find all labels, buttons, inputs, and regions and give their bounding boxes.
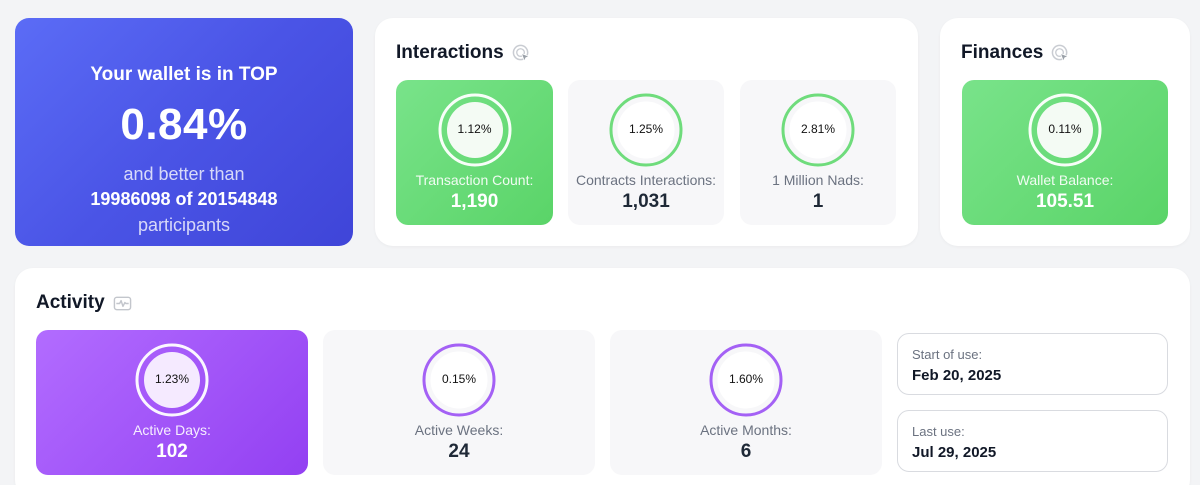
percentile-ring <box>438 93 511 167</box>
interactions-title: Interactions <box>396 42 531 64</box>
start-of-use-label: Start of use: <box>912 347 983 362</box>
percentile-ring <box>709 343 783 417</box>
ring-inner <box>446 102 503 158</box>
ring-inner <box>717 351 775 409</box>
rank-percent: 0.84% <box>120 100 248 149</box>
ring-inner <box>144 352 200 408</box>
ring-outer <box>609 93 683 167</box>
stat-tile: 1.25% Contracts Interactions: 1,031 <box>568 80 724 225</box>
activity-title-text: Activity <box>36 292 105 313</box>
ring-inner <box>617 101 675 159</box>
stat-label: Contracts Interactions: <box>575 172 717 188</box>
stat-tile: 0.15% Active Weeks: 24 <box>323 330 595 475</box>
pointer-click-icon <box>512 44 530 62</box>
ring-outer <box>438 93 511 167</box>
stat-label: Transaction Count: <box>415 172 534 188</box>
percentile-ring <box>1028 93 1102 167</box>
start-of-use-box: Start of use: Feb 20, 2025 <box>897 333 1168 395</box>
interactions-title-text: Interactions <box>396 42 504 63</box>
stat-value: 102 <box>156 441 188 462</box>
stat-label: Wallet Balance: <box>1016 172 1114 188</box>
stat-value: 1,190 <box>450 191 499 212</box>
ring-outer <box>781 93 855 167</box>
stat-tile: 1.60% Active Months: 6 <box>610 330 882 475</box>
stat-tile: 1.12% Transaction Count: 1,190 <box>396 80 553 225</box>
interactions-card: Interactions 1.12% Transaction Count: 1,19… <box>375 18 918 246</box>
ring-percent: 1.60% <box>728 372 764 386</box>
ring-outer <box>709 343 783 417</box>
ring-percent: 1.12% <box>457 122 492 136</box>
ring-percent: 0.15% <box>441 372 477 386</box>
stat-label: 1 Million Nads: <box>772 172 864 188</box>
percentile-ring <box>135 343 209 417</box>
ring-percent: 1.25% <box>628 122 664 136</box>
activity-pulse-icon <box>113 296 131 310</box>
rank-better-than: and better than <box>123 164 245 184</box>
last-use-label: Last use: <box>912 424 965 439</box>
stat-value: 1 <box>812 191 824 212</box>
start-of-use-value: Feb 20, 2025 <box>912 367 1002 384</box>
finances-title-text: Finances <box>961 42 1044 63</box>
finances-card: Finances 0.11% Wallet Balance: 105.51 <box>940 18 1190 246</box>
ring-inner <box>789 101 847 159</box>
stat-tile: 1.23% Active Days: 102 <box>36 330 308 475</box>
stat-value: 6 <box>740 441 752 462</box>
finances-title: Finances <box>961 42 1070 64</box>
ring-percent: 1.23% <box>154 372 190 386</box>
stat-value: 105.51 <box>1035 191 1095 212</box>
ring-outer <box>422 343 496 417</box>
rank-participants: participants <box>137 215 231 235</box>
stat-label: Active Months: <box>700 422 792 438</box>
activity-title: Activity <box>36 292 132 314</box>
stat-value: 1,031 <box>622 191 670 212</box>
stat-value: 24 <box>448 441 470 462</box>
percentile-ring <box>781 93 855 167</box>
stat-tile: 0.11% Wallet Balance: 105.51 <box>962 80 1168 225</box>
ring-inner <box>1037 102 1093 158</box>
last-use-box: Last use: Jul 29, 2025 <box>897 410 1168 472</box>
ring-outer <box>135 343 209 417</box>
ring-inner <box>430 351 488 409</box>
wallet-rank-card: Your wallet is in TOP 0.84% and better t… <box>15 18 353 246</box>
stat-label: Active Days: <box>133 422 211 438</box>
rank-heading: Your wallet is in TOP <box>90 64 278 85</box>
ring-percent: 0.11% <box>1048 122 1082 136</box>
rank-counts: 19986098 of 20154848 <box>90 189 278 209</box>
stat-label: Active Weeks: <box>414 422 504 438</box>
stat-tile: 2.81% 1 Million Nads: 1 <box>740 80 896 225</box>
ring-outer <box>1028 93 1102 167</box>
percentile-ring <box>609 93 683 167</box>
pointer-click-icon <box>1052 44 1070 62</box>
last-use-value: Jul 29, 2025 <box>912 444 997 461</box>
percentile-ring <box>422 343 496 417</box>
ring-percent: 2.81% <box>800 122 836 136</box>
